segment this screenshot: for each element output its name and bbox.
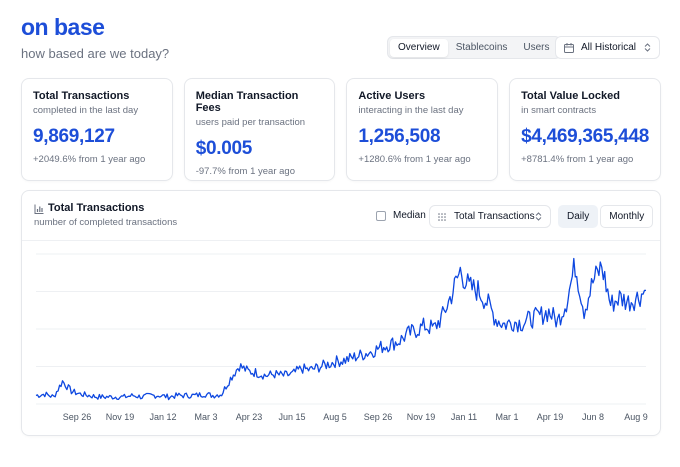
series-line-total-transactions[interactable] bbox=[35, 257, 646, 401]
tab-overview[interactable]: Overview bbox=[390, 38, 448, 57]
time-range-label: All Historical bbox=[581, 42, 637, 53]
stat-delta: +8781.4% from 1 year ago bbox=[521, 154, 634, 165]
stat-subtitle: users paid per transaction bbox=[195, 117, 306, 128]
bar-chart-icon bbox=[34, 204, 44, 214]
stat-card-tvl: Total Value Locked in smart contracts $4… bbox=[509, 78, 661, 181]
stat-card-active-users: Active Users interacting in the last day… bbox=[346, 78, 499, 181]
stat-card-median-fees: Median Transaction Fees users paid per t… bbox=[183, 78, 336, 181]
chevron-updown-icon bbox=[644, 43, 651, 52]
stat-value: $0.005 bbox=[195, 138, 253, 159]
stat-title: Total Transactions bbox=[33, 90, 130, 102]
monthly-button[interactable]: Monthly bbox=[600, 205, 654, 228]
stat-subtitle: completed in the last day bbox=[33, 105, 139, 116]
x-tick-label: Apr 23 bbox=[236, 412, 263, 422]
stat-value: 9,869,127 bbox=[33, 126, 115, 147]
x-tick-label: Jun 8 bbox=[582, 412, 604, 422]
grid-dots-icon bbox=[438, 212, 446, 221]
x-tick-label: Nov 19 bbox=[106, 412, 135, 422]
x-tick-label: Aug 5 bbox=[323, 412, 347, 422]
median-checkbox[interactable]: Median bbox=[376, 210, 426, 221]
stat-delta: +2049.6% from 1 year ago bbox=[33, 154, 146, 165]
x-tick-label: Aug 9 bbox=[624, 412, 648, 422]
panel-header: Total Transactions number of completed t… bbox=[22, 191, 660, 241]
stat-title: Median Transaction Fees bbox=[195, 90, 299, 114]
granularity-toggle: Daily Monthly bbox=[558, 205, 654, 228]
brand-title: on base bbox=[21, 14, 105, 40]
transactions-chart-panel: Total Transactions number of completed t… bbox=[21, 190, 661, 436]
time-range-select[interactable]: All Historical bbox=[555, 36, 660, 59]
x-tick-label: Sep 26 bbox=[364, 412, 393, 422]
tagline: how based are we today? bbox=[21, 46, 170, 61]
x-tick-label: Jan 12 bbox=[149, 412, 176, 422]
x-tick-label: Mar 1 bbox=[495, 412, 518, 422]
x-tick-label: Nov 19 bbox=[407, 412, 436, 422]
panel-title: Total Transactions bbox=[48, 202, 145, 214]
stat-subtitle: interacting in the last day bbox=[358, 105, 464, 116]
chevron-updown-icon bbox=[535, 212, 542, 221]
median-label: Median bbox=[393, 210, 426, 221]
stat-cards: Total Transactions completed in the last… bbox=[21, 78, 661, 181]
x-tick-label: Sep 26 bbox=[63, 412, 92, 422]
calendar-icon bbox=[564, 42, 574, 53]
stat-title: Active Users bbox=[358, 90, 426, 102]
stat-delta: +1280.6% from 1 year ago bbox=[358, 154, 471, 165]
daily-button[interactable]: Daily bbox=[558, 205, 599, 228]
x-tick-label: Jun 15 bbox=[278, 412, 305, 422]
panel-subtitle: number of completed transactions bbox=[34, 217, 178, 228]
tab-users[interactable]: Users bbox=[523, 41, 550, 53]
metric-select[interactable]: Total Transactions bbox=[429, 205, 551, 228]
x-tick-label: Mar 3 bbox=[194, 412, 217, 422]
metric-select-label: Total Transactions bbox=[454, 211, 535, 222]
stat-delta: -97.7% from 1 year ago bbox=[195, 166, 295, 177]
stat-value: 1,256,508 bbox=[358, 126, 441, 147]
stat-title: Total Value Locked bbox=[521, 90, 620, 102]
transactions-line-chart[interactable]: Sep 26 Nov 19 Jan 12 Mar 3 Apr 23 Jun 15 Aug 5… bbox=[22, 242, 660, 435]
x-tick-label: Jan 11 bbox=[451, 412, 477, 422]
stat-card-total-transactions: Total Transactions completed in the last… bbox=[21, 78, 173, 181]
x-tick-label: Apr 19 bbox=[537, 412, 564, 422]
view-tabs: Overview Stablecoins Users bbox=[387, 36, 561, 59]
checkbox-box[interactable] bbox=[376, 210, 386, 221]
stat-subtitle: in smart contracts bbox=[521, 105, 597, 116]
tab-stablecoins[interactable]: Stablecoins bbox=[455, 41, 508, 53]
stat-value: $4,469,365,448 bbox=[521, 126, 649, 147]
